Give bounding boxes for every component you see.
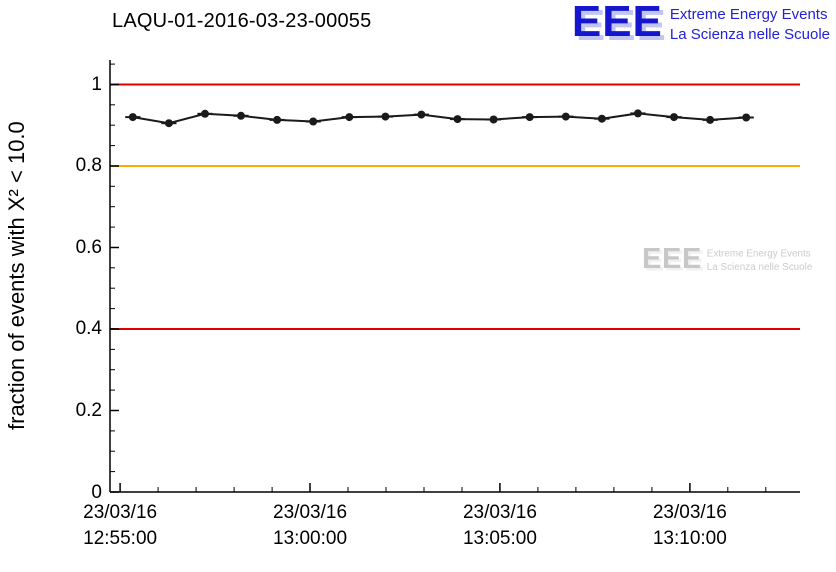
x-tick-date: 23/03/16 [652,502,727,523]
y-tick-label: 0.8 [75,155,102,177]
eee-logo-acronym: EEE [571,0,663,46]
eee-logo-text: Extreme Energy Events La Scienza nelle S… [670,3,830,44]
eee-logo: EEE Extreme Energy Events La Scienza nel… [571,0,830,46]
data-point-marker [742,113,751,122]
data-point-marker [309,117,318,126]
data-point-marker [345,113,354,122]
eee-logo-line2: La Scienza nelle Scuole [669,25,830,43]
y-tick-label: 0.2 [75,399,102,421]
data-point-marker [237,111,245,120]
data-point-marker [525,113,534,122]
y-tick-label: 0.6 [75,236,102,258]
data-point-marker [633,109,642,118]
x-tick-label: 23/03/16 13:05:00 [415,500,585,552]
x-tick-date: 23/03/16 [83,502,158,523]
eee-logo-line1: Extreme Energy Events [669,6,828,23]
eee-watermark: EEE Extreme Energy Events La Scienza nel… [642,242,813,275]
data-point-marker [597,114,606,123]
x-tick-label: 23/03/16 13:10:00 [605,500,775,552]
data-line [132,112,747,125]
x-tick-date: 23/03/16 [273,502,348,523]
eee-watermark-acronym: EEE [642,242,703,275]
plot-title: LAQU-01-2016-03-23-00055 [112,10,372,32]
x-tick-date: 23/03/16 [462,502,537,523]
data-point-marker [128,113,137,122]
x-tick-time: 13:00:00 [273,528,348,549]
eee-watermark-line1: Extreme Energy Events [706,247,811,260]
x-tick-label: 23/03/16 13:00:00 [225,500,395,552]
data-point-marker [561,112,570,121]
y-tick-label: 1 [91,73,102,95]
data-point-marker [489,115,498,124]
data-point-marker [670,113,678,122]
data-point-marker [417,110,426,119]
x-tick-label: 23/03/16 12:55:00 [35,500,205,552]
eee-watermark-text: Extreme Energy Events La Scienza nelle S… [707,246,813,273]
x-tick-time: 13:10:00 [652,528,727,549]
data-point-marker [706,115,715,124]
data-point-marker [453,115,462,124]
x-tick-time: 12:55:00 [83,528,158,549]
eee-watermark-line2: La Scienza nelle Scuole [706,260,813,273]
data-point-marker [273,115,282,124]
data-point-marker [201,109,209,118]
y-tick-label: 0.4 [75,318,102,340]
x-tick-time: 13:05:00 [462,528,537,549]
data-point-marker [164,119,173,128]
data-point-marker [381,112,390,121]
y-tick-label: 0 [91,481,102,503]
